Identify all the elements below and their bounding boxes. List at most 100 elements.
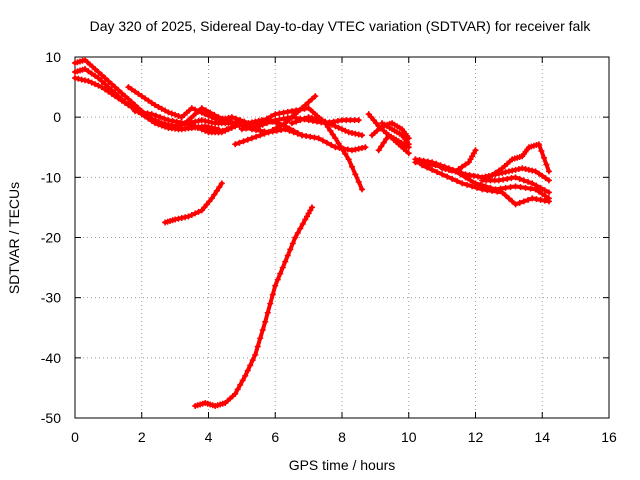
data-point — [178, 214, 185, 221]
data-point — [378, 143, 385, 150]
data-point — [255, 123, 262, 130]
series-arc-r — [439, 147, 479, 175]
data-point — [208, 119, 215, 126]
data-point — [95, 69, 102, 76]
data-point — [280, 109, 287, 116]
data-point — [332, 144, 339, 151]
data-point — [263, 120, 270, 127]
data-point — [216, 184, 223, 191]
data-point — [259, 327, 266, 334]
data-point — [516, 199, 523, 206]
data-point — [500, 176, 507, 183]
data-point — [155, 121, 162, 128]
data-point — [237, 381, 244, 388]
data-point — [268, 118, 275, 125]
data-point — [434, 169, 441, 176]
data-point — [359, 145, 366, 152]
x-axis-label: GPS time / hours — [289, 457, 396, 473]
data-point — [122, 93, 129, 100]
data-point — [232, 141, 239, 148]
data-point — [198, 105, 205, 112]
data-point — [248, 120, 255, 127]
data-point — [244, 120, 251, 127]
data-point — [467, 177, 474, 184]
data-point — [194, 124, 201, 131]
data-point — [516, 175, 523, 182]
data-point — [489, 172, 496, 179]
x-tick-label: 0 — [71, 429, 79, 445]
data-point — [535, 141, 542, 148]
data-point — [228, 118, 235, 125]
data-point — [307, 207, 314, 214]
data-point — [474, 184, 481, 191]
data-point — [128, 104, 135, 111]
data-point — [332, 135, 339, 142]
data-point — [223, 117, 230, 124]
data-point — [452, 168, 459, 175]
data-point — [465, 159, 472, 166]
data-point — [335, 140, 342, 147]
x-tick-label: 14 — [534, 429, 550, 445]
data-point — [261, 130, 268, 137]
data-point — [182, 214, 189, 221]
data-point — [232, 123, 239, 130]
data-point — [277, 270, 284, 277]
data-point — [525, 166, 532, 173]
data-point — [198, 207, 205, 214]
data-point — [449, 167, 456, 174]
data-point — [175, 112, 182, 119]
data-point — [232, 390, 239, 397]
data-point — [165, 109, 172, 116]
data-point — [342, 127, 349, 134]
data-point — [132, 108, 139, 115]
data-point — [172, 216, 179, 223]
data-point — [507, 184, 514, 191]
data-point — [370, 117, 377, 124]
data-point — [190, 112, 197, 119]
data-point — [299, 220, 306, 227]
chart-title: Day 320 of 2025, Sidereal Day-to-day VTE… — [90, 18, 592, 34]
data-point — [311, 134, 318, 141]
data-point — [535, 170, 542, 177]
data-point — [545, 189, 552, 196]
data-point — [328, 121, 335, 128]
series-arc-h — [255, 105, 366, 193]
data-point — [211, 128, 218, 135]
data-point — [368, 114, 375, 121]
data-point — [228, 124, 235, 131]
data-point — [345, 129, 352, 136]
data-point — [92, 81, 99, 88]
data-point — [198, 117, 205, 124]
data-point — [219, 127, 226, 134]
data-point — [190, 123, 197, 130]
data-point — [92, 66, 99, 73]
data-point — [499, 189, 506, 196]
data-point — [237, 117, 244, 124]
data-point — [419, 162, 426, 169]
data-point — [305, 99, 312, 106]
data-point — [78, 76, 85, 83]
data-point — [85, 68, 92, 75]
data-point — [239, 377, 246, 384]
data-point — [512, 166, 519, 173]
data-point — [95, 75, 102, 82]
data-point — [223, 126, 230, 133]
data-point — [298, 132, 305, 139]
data-point — [206, 198, 213, 205]
data-point — [355, 145, 362, 152]
data-point — [545, 198, 552, 205]
data-point — [95, 82, 102, 89]
data-point — [175, 215, 182, 222]
data-point — [525, 178, 532, 185]
data-point — [98, 72, 105, 79]
data-point — [303, 132, 310, 139]
data-point — [308, 204, 315, 211]
data-point — [444, 173, 451, 180]
data-point — [492, 169, 499, 176]
data-point — [533, 182, 540, 189]
series-arc-v — [192, 204, 315, 409]
data-point — [505, 168, 512, 175]
data-point — [152, 102, 159, 109]
data-point — [102, 86, 109, 93]
data-point — [545, 168, 552, 175]
